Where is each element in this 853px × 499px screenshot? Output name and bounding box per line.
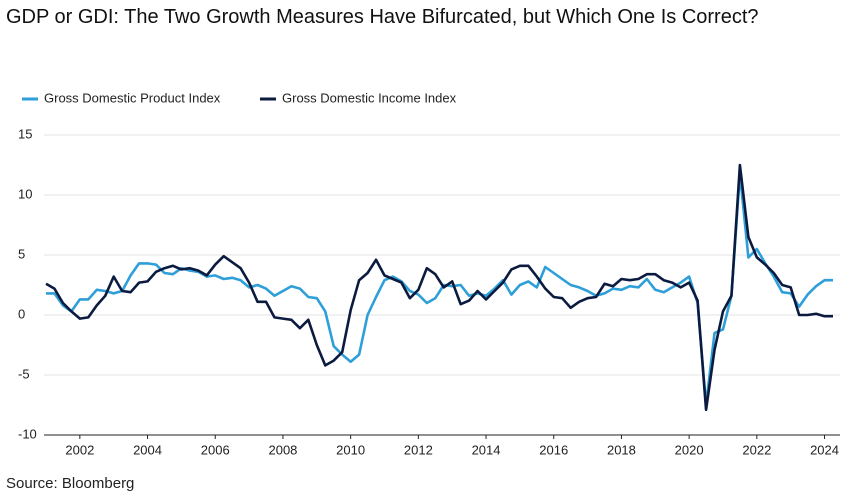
x-tick-label: 2010 (336, 442, 365, 457)
chart-title: GDP or GDI: The Two Growth Measures Have… (6, 6, 759, 28)
x-tick-label: 2020 (675, 442, 704, 457)
series-line (45, 163, 833, 412)
x-tick-label: 2024 (810, 442, 839, 457)
y-tick-label: 10 (18, 186, 32, 201)
series-line (46, 172, 833, 407)
x-tick-label: 2022 (742, 442, 771, 457)
y-tick-label: -10 (18, 426, 37, 441)
x-tick-label: 2006 (201, 442, 230, 457)
x-tick-label: 2014 (472, 442, 501, 457)
x-tick-label: 2008 (268, 442, 297, 457)
x-tick-label: 2012 (404, 442, 433, 457)
x-tick-label: 2016 (539, 442, 568, 457)
legend-label: Gross Domestic Product Index (44, 90, 221, 105)
source: Source: Bloomberg (6, 475, 134, 492)
x-tick-label: 2018 (607, 442, 636, 457)
y-tick-label: -5 (18, 366, 30, 381)
legend-label: Gross Domestic Income Index (282, 90, 457, 105)
y-tick-label: 5 (18, 246, 25, 261)
x-tick-label: 2002 (65, 442, 94, 457)
y-tick-label: 15 (18, 126, 32, 141)
y-tick-label: 0 (18, 306, 25, 321)
x-tick-label: 2004 (133, 442, 162, 457)
